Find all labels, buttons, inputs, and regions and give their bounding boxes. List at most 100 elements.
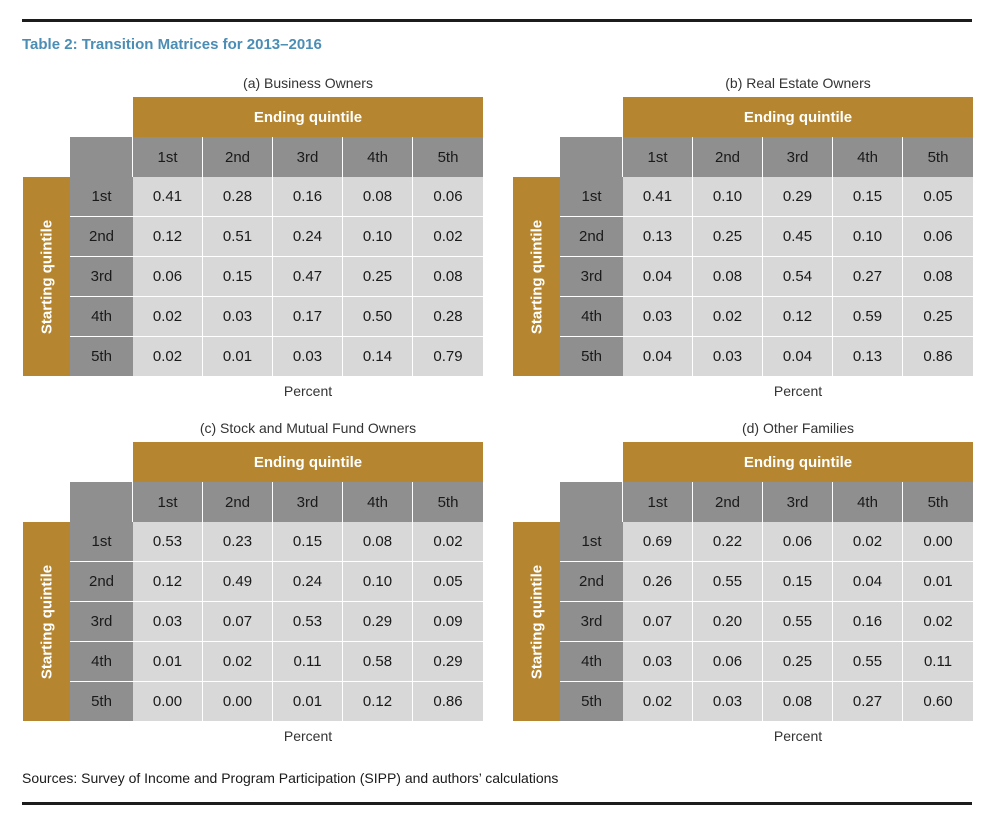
table-row: 0.04 0.03 0.04 0.13 0.86 (623, 337, 973, 376)
unit-label: Percent (773, 728, 823, 744)
matrix-cell: 0.15 (833, 177, 903, 217)
column-header: 1st (623, 137, 693, 177)
starting-quintile-band: Starting quintile (23, 522, 70, 721)
matrix-cell: 0.24 (273, 217, 343, 257)
matrix-cell: 0.59 (833, 297, 903, 337)
matrix-cell: 0.08 (413, 257, 483, 297)
row-header: 4th (70, 642, 133, 682)
matrix-cell: 0.29 (413, 642, 483, 682)
matrix-cell: 0.00 (203, 682, 273, 721)
row-header: 1st (70, 177, 133, 217)
row-header: 3rd (70, 257, 133, 297)
column-header: 5th (413, 482, 483, 522)
matrix-cell: 0.49 (203, 562, 273, 602)
column-header: 1st (133, 137, 203, 177)
matrix-cell: 0.41 (623, 177, 693, 217)
table-row: 0.41 0.28 0.16 0.08 0.06 (133, 177, 483, 217)
matrix-cell: 0.27 (833, 682, 903, 721)
table-row: 0.02 0.01 0.03 0.14 0.79 (133, 337, 483, 376)
panel-caption: (c) Stock and Mutual Fund Owners (199, 420, 417, 436)
matrix-cell: 0.02 (133, 337, 203, 376)
transition-matrix: 0.41 0.28 0.16 0.08 0.06 0.12 0.51 0.24 0.10 0.02… (133, 177, 483, 376)
column-header: 3rd (763, 482, 833, 522)
matrix-cell: 0.26 (623, 562, 693, 602)
column-header: 1st (133, 482, 203, 522)
matrix-cell: 0.01 (203, 337, 273, 376)
matrix-cell: 0.01 (133, 642, 203, 682)
panel-business-owners: (a) Business Owners Ending quintile Starti… (23, 75, 483, 405)
matrix-cell: 0.55 (833, 642, 903, 682)
matrix-cell: 0.04 (763, 337, 833, 376)
row-header: 3rd (560, 257, 623, 297)
column-header: 2nd (693, 137, 763, 177)
row-header-column: 1st 2nd 3rd 4th 5th (560, 522, 623, 721)
sources-note: Sources: Survey of Income and Program Pa… (22, 770, 559, 786)
column-header: 5th (903, 482, 973, 522)
row-header: 2nd (70, 562, 133, 602)
bottom-rule (22, 802, 972, 805)
matrix-cell: 0.06 (133, 257, 203, 297)
starting-quintile-label: Starting quintile (38, 219, 55, 334)
row-header-column: 1st 2nd 3rd 4th 5th (560, 177, 623, 376)
matrix-cell: 0.03 (693, 337, 763, 376)
matrix-cell: 0.16 (273, 177, 343, 217)
row-header: 3rd (70, 602, 133, 642)
column-header: 2nd (203, 137, 273, 177)
column-header: 4th (833, 137, 903, 177)
column-header-row: 1st 2nd 3rd 4th 5th (133, 137, 483, 177)
row-header: 1st (560, 177, 623, 217)
matrix-cell: 0.10 (343, 217, 413, 257)
matrix-cell: 0.53 (273, 602, 343, 642)
matrix-cell: 0.25 (693, 217, 763, 257)
matrix-cell: 0.24 (273, 562, 343, 602)
unit-label: Percent (283, 383, 333, 399)
matrix-cell: 0.06 (693, 642, 763, 682)
starting-quintile-band: Starting quintile (23, 177, 70, 376)
matrix-cell: 0.47 (273, 257, 343, 297)
column-header: 2nd (693, 482, 763, 522)
matrix-cell: 0.04 (623, 257, 693, 297)
unit-label: Percent (773, 383, 823, 399)
matrix-cell: 0.08 (693, 257, 763, 297)
matrix-cell: 0.29 (763, 177, 833, 217)
matrix-cell: 0.03 (203, 297, 273, 337)
starting-quintile-label: Starting quintile (38, 564, 55, 679)
matrix-cell: 0.13 (833, 337, 903, 376)
matrix-cell: 0.17 (273, 297, 343, 337)
matrix-cell: 0.12 (133, 217, 203, 257)
matrix-cell: 0.29 (343, 602, 413, 642)
matrix-cell: 0.06 (413, 177, 483, 217)
column-header-row: 1st 2nd 3rd 4th 5th (133, 482, 483, 522)
top-rule (22, 19, 972, 22)
table-row: 0.12 0.51 0.24 0.10 0.02 (133, 217, 483, 257)
matrix-cell: 0.22 (693, 522, 763, 562)
matrix-cell: 0.14 (343, 337, 413, 376)
matrix-cell: 0.08 (763, 682, 833, 721)
ending-quintile-header: Ending quintile (133, 97, 483, 137)
row-header: 5th (560, 337, 623, 376)
matrix-cell: 0.58 (343, 642, 413, 682)
matrix-cell: 0.51 (203, 217, 273, 257)
row-header: 1st (560, 522, 623, 562)
matrix-cell: 0.02 (413, 217, 483, 257)
matrix-cell: 0.08 (343, 177, 413, 217)
matrix-cell: 0.45 (763, 217, 833, 257)
matrix-cell: 0.06 (763, 522, 833, 562)
matrix-cell: 0.02 (133, 297, 203, 337)
table-row: 0.04 0.08 0.54 0.27 0.08 (623, 257, 973, 297)
matrix-cell: 0.10 (833, 217, 903, 257)
ending-quintile-header: Ending quintile (623, 97, 973, 137)
matrix-cell: 0.00 (133, 682, 203, 721)
matrix-cell: 0.06 (903, 217, 973, 257)
matrix-cell: 0.03 (273, 337, 343, 376)
matrix-cell: 0.20 (693, 602, 763, 642)
matrix-cell: 0.23 (203, 522, 273, 562)
matrix-cell: 0.41 (133, 177, 203, 217)
table-row: 0.03 0.07 0.53 0.29 0.09 (133, 602, 483, 642)
matrix-cell: 0.07 (623, 602, 693, 642)
matrix-cell: 0.00 (903, 522, 973, 562)
transition-matrix: 0.41 0.10 0.29 0.15 0.05 0.13 0.25 0.45 0.10 0.06… (623, 177, 973, 376)
matrix-cell: 0.69 (623, 522, 693, 562)
matrix-cell: 0.11 (903, 642, 973, 682)
starting-quintile-band: Starting quintile (513, 177, 560, 376)
